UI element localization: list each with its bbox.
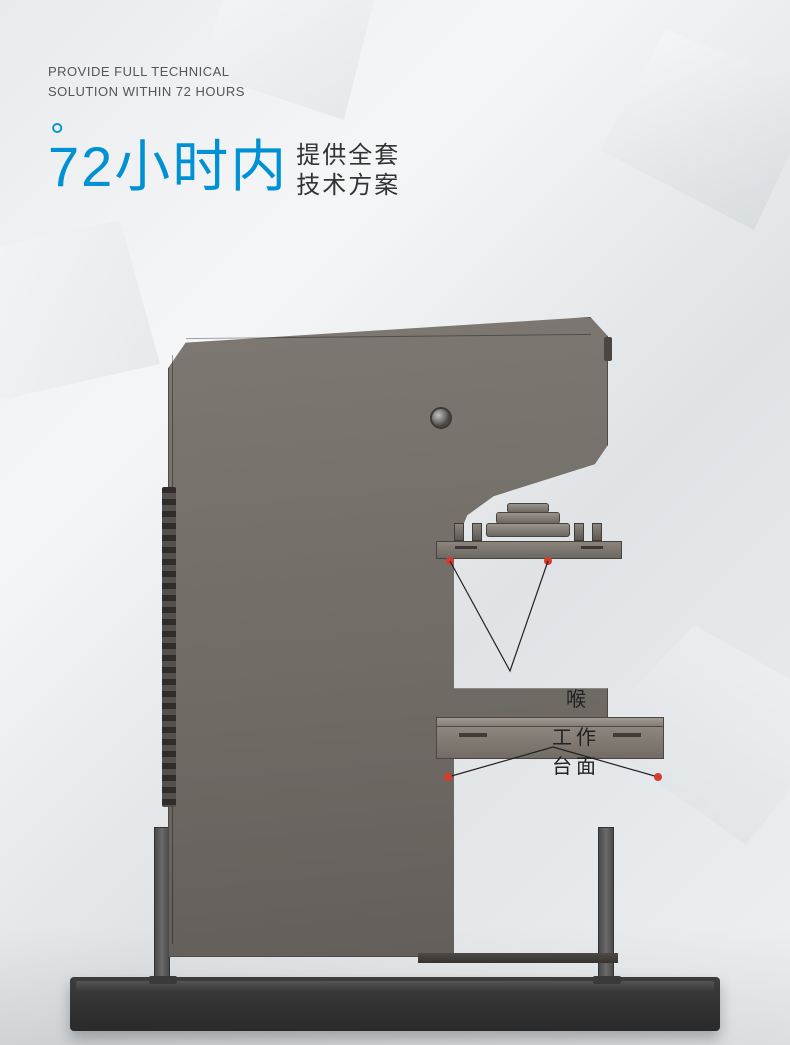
subtitle-en-line2: SOLUTION WITHIN 72 HOURS xyxy=(48,82,400,102)
upper-platen xyxy=(436,541,622,559)
lifting-eye xyxy=(430,407,452,429)
press-head xyxy=(468,503,588,543)
dimension-throat-depth xyxy=(450,561,570,701)
header-block: PROVIDE FULL TECHNICAL SOLUTION WITHIN 7… xyxy=(48,62,400,201)
subtitle-en-line1: PROVIDE FULL TECHNICAL xyxy=(48,62,400,82)
guide-pin xyxy=(454,523,464,541)
side-nub xyxy=(604,337,612,361)
work-table xyxy=(436,717,664,759)
guide-pin xyxy=(574,523,584,541)
vent-strip xyxy=(162,487,176,807)
guide-pin xyxy=(472,523,482,541)
label-work-table: 工作台面 xyxy=(552,721,608,779)
title-side: 提供全套 技术方案 xyxy=(296,141,400,201)
frame-base-edge xyxy=(418,953,618,963)
title-side-line2: 技术方案 xyxy=(296,171,400,201)
degree-symbol: ° xyxy=(50,115,64,157)
base-slab xyxy=(70,977,720,1031)
title-side-line1: 提供全套 xyxy=(296,141,400,171)
machine-diagram: 喉深 工作台面 xyxy=(0,265,790,1045)
title-main: 72小时内 xyxy=(48,139,288,195)
guide-pin xyxy=(592,523,602,541)
bg-shape xyxy=(600,30,790,230)
frame-body xyxy=(168,317,608,957)
press-frame: 喉深 工作台面 xyxy=(168,317,608,957)
